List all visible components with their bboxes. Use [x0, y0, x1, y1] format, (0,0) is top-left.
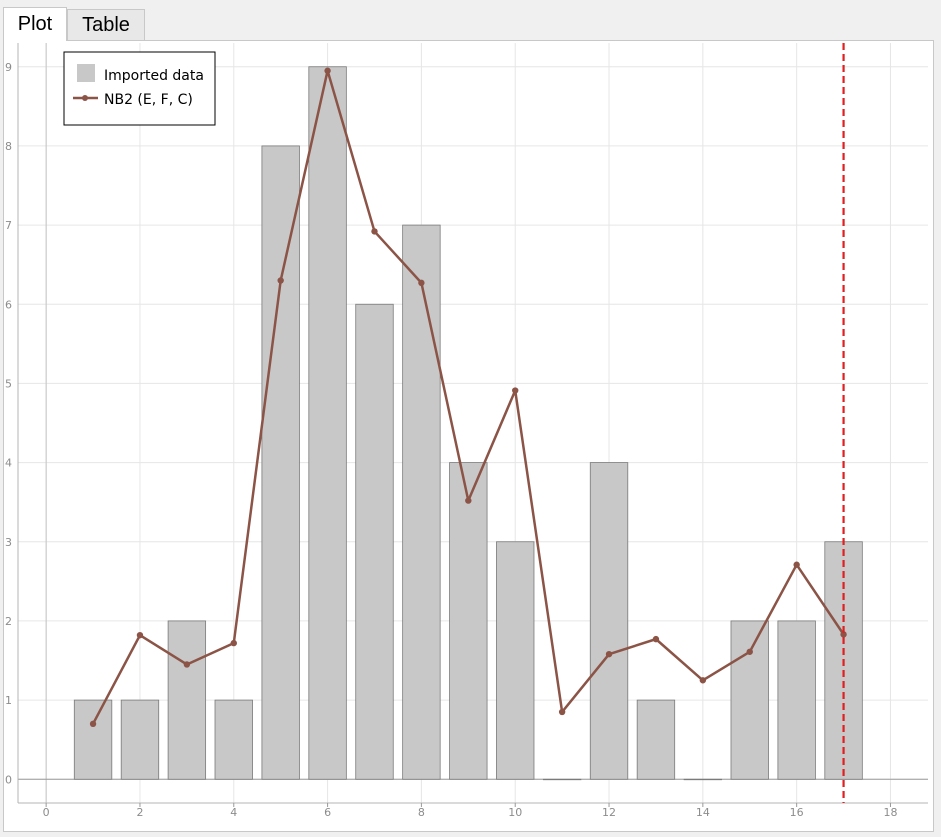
y-tick-label: 0: [5, 773, 12, 786]
legend-label-imported: Imported data: [104, 68, 204, 84]
bar: [496, 541, 535, 780]
x-tick-label: 18: [883, 806, 897, 819]
tab-plot[interactable]: Plot: [3, 7, 67, 41]
bar: [214, 699, 253, 780]
y-tick-label: 4: [5, 457, 12, 470]
x-tick-label: 14: [696, 806, 710, 819]
line-point: [558, 708, 566, 716]
tab-bar: Plot Table: [0, 0, 941, 41]
x-tick-label: 2: [136, 806, 143, 819]
x-tick-label: 6: [324, 806, 331, 819]
legend-swatch-marker: [82, 95, 88, 101]
x-tick-label: 12: [602, 806, 616, 819]
bar: [683, 778, 723, 781]
legend: Imported data NB2 (E, F, C): [63, 51, 216, 126]
y-axis: 0 1 2 3 4 5 6 7 8 9: [5, 61, 12, 787]
bar: [73, 699, 113, 780]
y-tick-label: 2: [5, 615, 12, 628]
x-tick-label: 16: [790, 806, 804, 819]
bar-series: [73, 66, 863, 781]
line-point: [89, 720, 97, 728]
line-point: [746, 648, 753, 655]
x-tick-label: 8: [418, 806, 425, 819]
bar: [449, 462, 488, 780]
line-point: [418, 279, 425, 287]
line-point: [465, 497, 472, 504]
line-point: [183, 661, 191, 668]
bar: [542, 778, 582, 781]
bar: [167, 620, 207, 780]
bar: [261, 145, 300, 780]
x-tick-label: 10: [508, 806, 522, 819]
legend-box: [63, 51, 216, 126]
x-tick-label: 4: [230, 806, 237, 819]
line-point: [699, 677, 707, 684]
line-point: [652, 635, 660, 643]
bar: [355, 303, 394, 780]
y-tick-label: 9: [5, 61, 12, 74]
bar: [636, 699, 676, 780]
bar: [730, 620, 769, 780]
bar: [589, 462, 629, 780]
line-point: [512, 387, 519, 394]
x-tick-label: 0: [43, 806, 50, 819]
line-series: [89, 67, 847, 728]
line-point: [793, 561, 800, 568]
bar: [402, 224, 441, 780]
y-tick-label: 3: [5, 536, 12, 549]
bar: [777, 620, 816, 780]
legend-swatch-bar: [77, 64, 95, 82]
bar: [120, 699, 160, 780]
line-point: [324, 67, 331, 74]
line-point: [371, 228, 378, 235]
y-tick-label: 5: [5, 377, 12, 390]
x-axis: 0 2 4 6 8 10 12 14 16 18: [43, 803, 897, 819]
y-tick-label: 6: [5, 298, 12, 311]
y-tick-label: 1: [5, 694, 12, 707]
tab-table[interactable]: Table: [67, 9, 145, 40]
bar: [308, 66, 347, 780]
line-point: [277, 277, 284, 284]
line-point: [840, 631, 847, 638]
line-point: [230, 639, 237, 647]
y-tick-label: 8: [5, 140, 12, 153]
legend-label-nb2: NB2 (E, F, C): [104, 92, 193, 108]
y-tick-label: 7: [5, 219, 12, 232]
line-point: [605, 650, 613, 658]
line-point: [136, 631, 144, 639]
